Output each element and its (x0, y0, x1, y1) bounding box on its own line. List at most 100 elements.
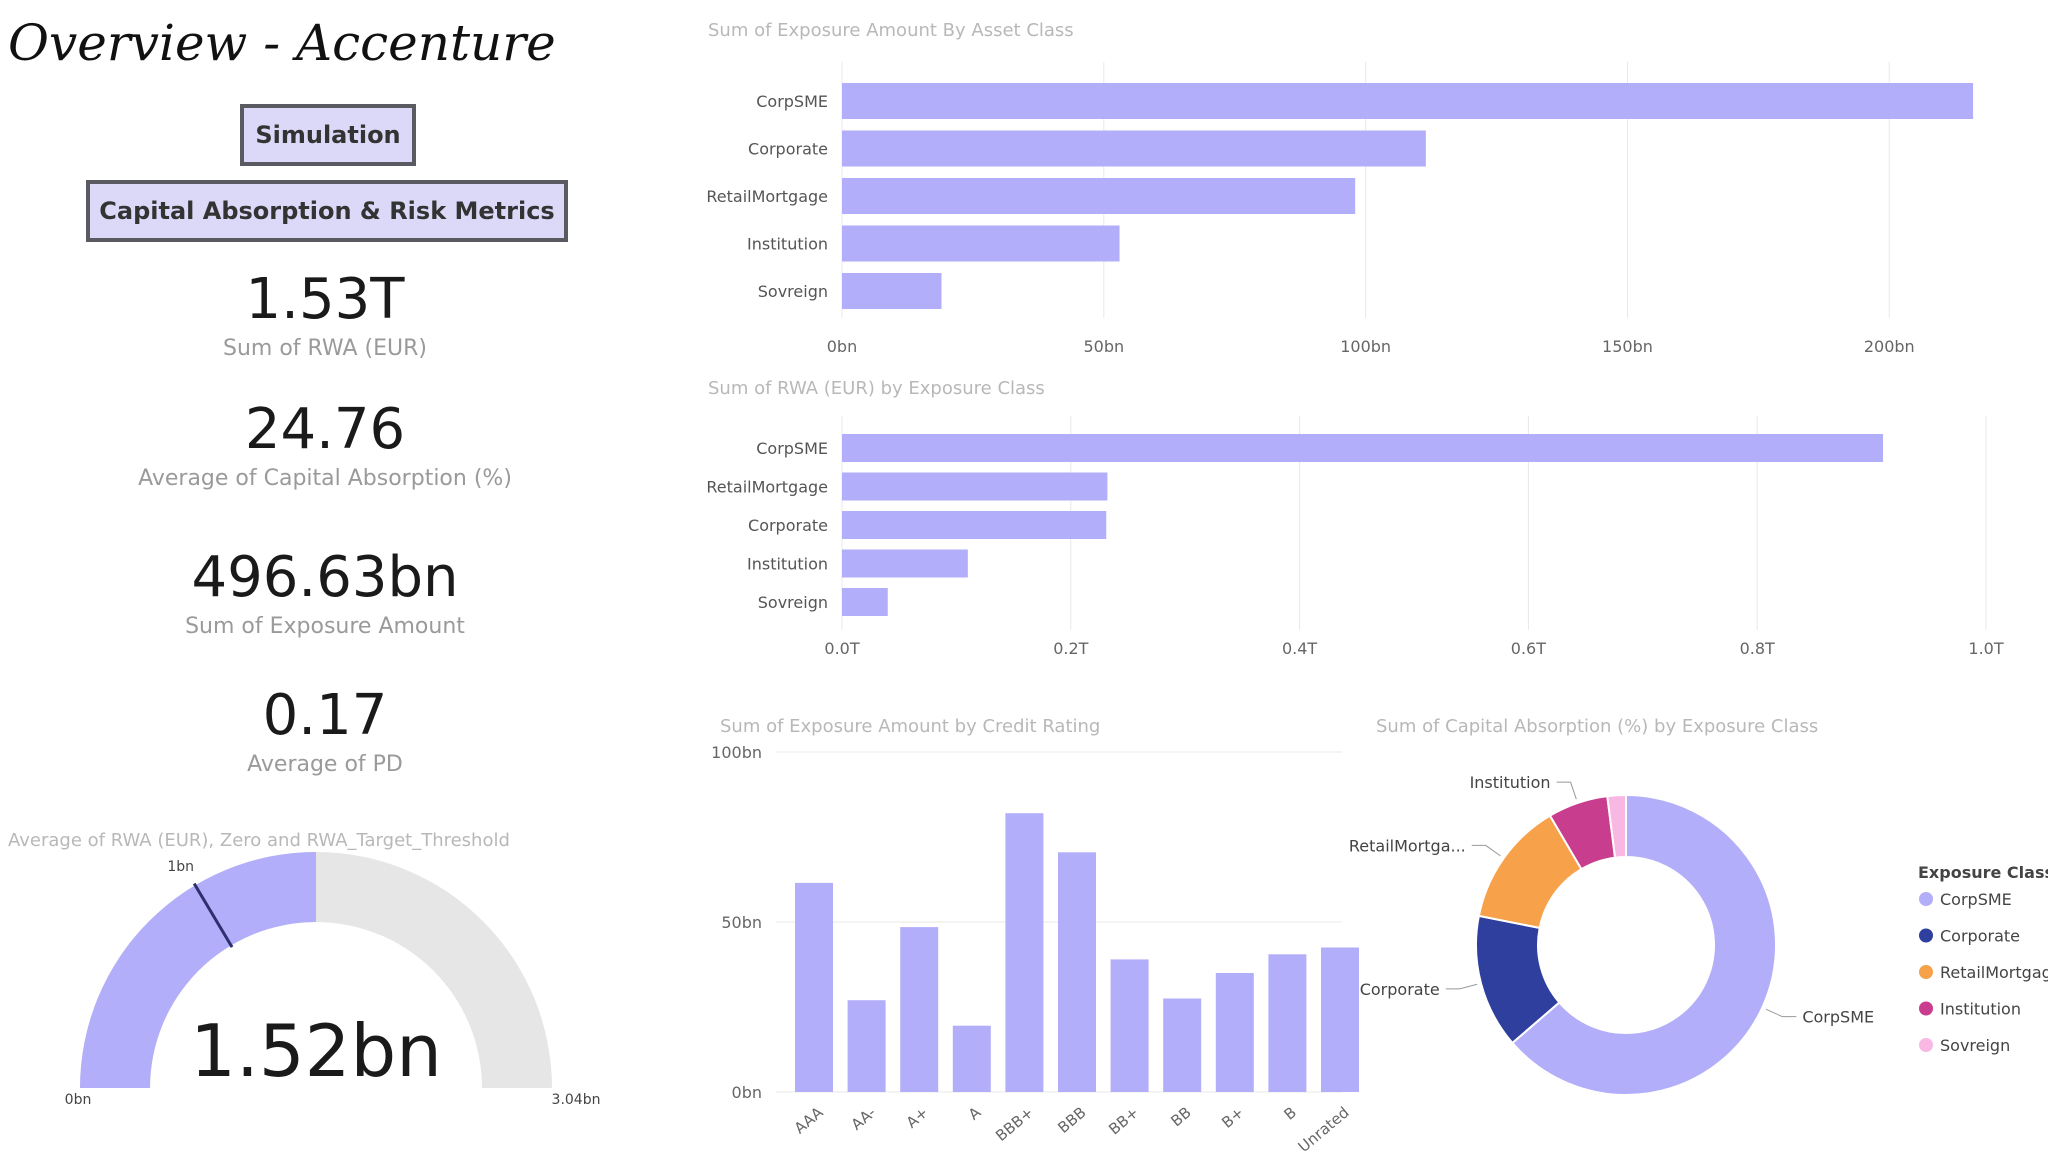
legend-label: Corporate (1940, 927, 2020, 946)
kpi-card-pd: 0.17 Average of PD (90, 683, 560, 778)
legend-marker (1919, 892, 1933, 906)
kpi-card-rwa: 1.53T Sum of RWA (EUR) (90, 267, 560, 362)
kpi-value: 1.53T (245, 267, 405, 332)
x-tick-label: 0.2T (1053, 639, 1088, 658)
legend-title: Exposure Class (1918, 863, 2048, 882)
legend-label: CorpSME (1940, 890, 2012, 909)
x-tick-label: A+ (903, 1103, 932, 1131)
y-category-label: Corporate (748, 516, 828, 535)
bar (842, 549, 968, 578)
bar (1268, 954, 1307, 1092)
y-category-label: RetailMortgage (706, 187, 828, 206)
x-tick-label: B (1281, 1103, 1300, 1123)
simulation-button[interactable]: Simulation (240, 104, 416, 166)
page-title: Overview - Accenture (8, 14, 556, 72)
y-category-label: RetailMortgage (706, 478, 828, 497)
exposure-asset-class-chart[interactable]: 0bn 50bn 100bn 150bn 200bn CorpSME Corporate Re… (706, 62, 1974, 356)
x-tick-label: B+ (1218, 1103, 1247, 1131)
y-category-label: Corporate (748, 140, 828, 159)
x-tick-label: Unrated (1295, 1103, 1353, 1156)
y-category-label: Sovreign (758, 282, 828, 301)
rwa-gauge-chart[interactable]: 1bn 1.52bn 0bn 3.04bn (65, 852, 601, 1108)
legend-label: Institution (1940, 1000, 2021, 1019)
legend-marker (1919, 965, 1933, 979)
gauge-value: 1.52bn (190, 1009, 442, 1093)
x-tick-label: 150bn (1602, 337, 1653, 356)
gauge-max-label: 3.04bn (552, 1092, 601, 1108)
chart-title-exposure-asset-class: Sum of Exposure Amount By Asset Class (708, 20, 1074, 41)
kpi-card-capital-absorption: 24.76 Average of Capital Absorption (%) (90, 402, 560, 492)
y-tick-label: 50bn (721, 913, 762, 932)
bar (842, 273, 942, 309)
bar (900, 927, 939, 1092)
callout-line (1471, 844, 1501, 857)
bar (842, 434, 1884, 462)
kpi-value: 0.17 (262, 683, 388, 748)
x-tick-label: BBB (1054, 1103, 1089, 1137)
kpi-label: Sum of Exposure Amount (185, 614, 465, 639)
y-category-label: CorpSME (756, 439, 828, 458)
x-tick-label: 0bn (827, 337, 857, 356)
x-tick-label: BB (1167, 1103, 1194, 1130)
callout-line (1445, 983, 1478, 990)
y-tick-label: 0bn (732, 1083, 762, 1102)
gauge-min-label: 0bn (65, 1092, 92, 1108)
kpi-card-exposure: 496.63bn Sum of Exposure Amount (90, 545, 560, 640)
legend-label: Sovreign (1940, 1036, 2010, 1055)
bar (847, 1000, 886, 1092)
kpi-value: 496.63bn (191, 545, 459, 610)
x-tick-label: 1.0T (1968, 639, 2003, 658)
bar (1058, 852, 1096, 1092)
x-tick-label: 0.4T (1282, 639, 1317, 658)
x-tick-label: BBB+ (992, 1103, 1037, 1145)
donut-callout-label: RetailMortga... (1349, 836, 1466, 855)
bar (1110, 959, 1149, 1092)
kpi-label: Average of Capital Absorption (%) (138, 466, 512, 491)
gauge-fill (80, 852, 316, 1088)
x-tick-label: 0.6T (1511, 639, 1546, 658)
bar (842, 472, 1108, 501)
donut-callout-label: Institution (1470, 773, 1551, 792)
bar (1321, 947, 1359, 1092)
bar (1163, 998, 1202, 1092)
legend-marker (1919, 1001, 1933, 1016)
callout-line (1765, 1008, 1797, 1018)
x-tick-label: BB+ (1105, 1103, 1142, 1138)
bar (842, 83, 1974, 119)
capital-absorption-button[interactable]: Capital Absorption & Risk Metrics (86, 180, 568, 242)
bar (842, 588, 888, 616)
bar (1215, 973, 1254, 1092)
callout-line (1556, 781, 1577, 800)
bar (1005, 813, 1044, 1092)
y-category-label: Institution (747, 555, 828, 574)
legend-marker (1919, 928, 1933, 943)
y-category-label: Institution (747, 235, 828, 254)
x-tick-label: 50bn (1083, 337, 1124, 356)
x-tick-label: 200bn (1864, 337, 1915, 356)
bar (842, 178, 1356, 214)
chart-title-exposure-credit-rating: Sum of Exposure Amount by Credit Rating (720, 716, 1101, 737)
x-tick-label: 0.8T (1740, 639, 1775, 658)
donut-slice (1606, 793, 1627, 859)
gauge-target-line (192, 882, 234, 948)
x-tick-label: A (965, 1103, 985, 1124)
bar (842, 511, 1107, 539)
donut-slice (1510, 793, 1777, 1096)
kpi-label: Average of PD (247, 752, 403, 777)
legend-label: RetailMortgage (1940, 963, 2048, 982)
bar (842, 130, 1426, 167)
y-category-label: CorpSME (756, 92, 828, 111)
capital-absorption-donut-chart[interactable]: CorpSME Corporate RetailMortga... Instituti… (1349, 773, 2048, 1096)
rwa-exposure-class-chart[interactable]: 0.0T 0.2T 0.4T 0.6T 0.8T 1.0T CorpSME RetailMor… (706, 416, 2004, 658)
x-tick-label: AAA (791, 1103, 827, 1138)
donut-callout-label: Corporate (1360, 980, 1440, 999)
kpi-label: Sum of RWA (EUR) (223, 336, 427, 361)
chart-title-capital-absorption: Sum of Capital Absorption (%) by Exposur… (1376, 716, 1819, 737)
y-category-label: Sovreign (758, 593, 828, 612)
chart-title-rwa-exposure-class: Sum of RWA (EUR) by Exposure Class (708, 378, 1045, 399)
bar (795, 882, 833, 1092)
chart-title-rwa-gauge: Average of RWA (EUR), Zero and RWA_Targe… (8, 830, 510, 851)
legend-marker (1919, 1038, 1933, 1052)
